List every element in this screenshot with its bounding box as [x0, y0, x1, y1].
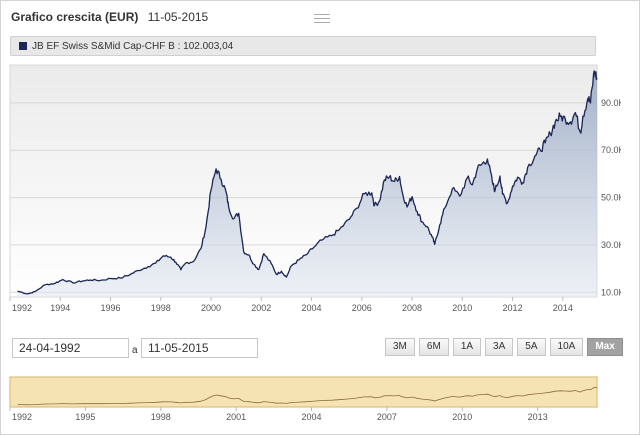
- x-tick-label: 2002: [251, 303, 271, 313]
- navigator-tick-label: 1992: [12, 412, 32, 422]
- x-tick-label: 1998: [151, 303, 171, 313]
- navigator-x-axis: 1992 1995 1998 2001 2004 2007 2010 2013: [9, 407, 548, 422]
- x-tick-label: 1994: [50, 303, 70, 313]
- navigator-tick-label: 1995: [75, 412, 95, 422]
- from-date-input[interactable]: [12, 338, 129, 358]
- y-tick-label: 10.0K: [601, 287, 621, 297]
- legend: JB EF Swiss S&Mid Cap-CHF B : 102.003,04: [10, 36, 596, 56]
- navigator-tick-label: 2004: [302, 412, 322, 422]
- navigator-tick-label: 2007: [377, 412, 397, 422]
- navigator-svg[interactable]: 1992 1995 1998 2001 2004 2007 2010 2013: [1, 373, 621, 428]
- chart-date: 11-05-2015: [147, 10, 209, 24]
- x-tick-label: 2012: [503, 303, 523, 313]
- legend-swatch: [19, 42, 27, 50]
- main-chart-svg[interactable]: 10.0K30.0K50.0K70.0K90.0K 19921994199619…: [1, 59, 625, 319]
- y-tick-label: 90.0K: [601, 98, 621, 108]
- range-button-6m[interactable]: 6M: [418, 338, 449, 356]
- navigator-tick-label: 2001: [226, 412, 246, 422]
- navigator-tick-label: 1998: [151, 412, 171, 422]
- x-tick-label: 1992: [12, 303, 32, 313]
- range-button-10a[interactable]: 10A: [549, 338, 584, 356]
- legend-value: 102.003,04: [183, 41, 234, 52]
- navigator-window[interactable]: [9, 376, 598, 408]
- x-tick-label: 2004: [302, 303, 322, 313]
- x-axis: 1992 1994 1996 1998 2000 2002 2004 2006 2008 2010…: [9, 297, 573, 313]
- range-controls: a 3M 6M 1A 3A 5A 10A Max: [1, 335, 640, 365]
- x-tick-label: 2000: [201, 303, 221, 313]
- main-chart[interactable]: 10.0K30.0K50.0K70.0K90.0K 19921994199619…: [1, 59, 625, 324]
- x-tick-label: 2008: [402, 303, 422, 313]
- navigator-tick-label: 2010: [452, 412, 472, 422]
- y-axis: 10.0K 30.0K 50.0K 70.0K 90.0K: [601, 98, 625, 297]
- range-button-3m[interactable]: 3M: [385, 338, 415, 356]
- legend-separator: :: [174, 41, 184, 52]
- navigator[interactable]: 1992 1995 1998 2001 2004 2007 2010 2013: [1, 373, 621, 433]
- x-tick-label: 2014: [553, 303, 573, 313]
- x-tick-label: 2010: [452, 303, 472, 313]
- chart-header: Grafico crescita (EUR) 11-05-2015: [11, 10, 208, 24]
- y-tick-label: 50.0K: [601, 193, 621, 203]
- y-tick-label: 70.0K: [601, 145, 621, 155]
- drag-handle-icon[interactable]: [314, 14, 330, 23]
- range-button-1a[interactable]: 1A: [452, 338, 482, 356]
- range-button-group: 3M 6M 1A 3A 5A 10A Max: [385, 338, 623, 356]
- series-line[interactable]: [17, 70, 598, 295]
- chart-title: Grafico crescita (EUR): [11, 10, 139, 24]
- navigator-tick-label: 2013: [528, 412, 548, 422]
- x-tick-label: 2006: [352, 303, 372, 313]
- y-tick-label: 30.0K: [601, 240, 621, 250]
- range-button-max[interactable]: Max: [587, 338, 623, 356]
- date-separator: a: [132, 345, 138, 356]
- range-button-5a[interactable]: 5A: [517, 338, 546, 356]
- x-tick-label: 1996: [100, 303, 120, 313]
- series-area: [17, 70, 597, 298]
- to-date-input[interactable]: [141, 338, 258, 358]
- legend-series-name: JB EF Swiss S&Mid Cap-CHF B: [32, 41, 175, 52]
- range-button-3a[interactable]: 3A: [485, 338, 514, 356]
- navigator-line: [17, 386, 598, 406]
